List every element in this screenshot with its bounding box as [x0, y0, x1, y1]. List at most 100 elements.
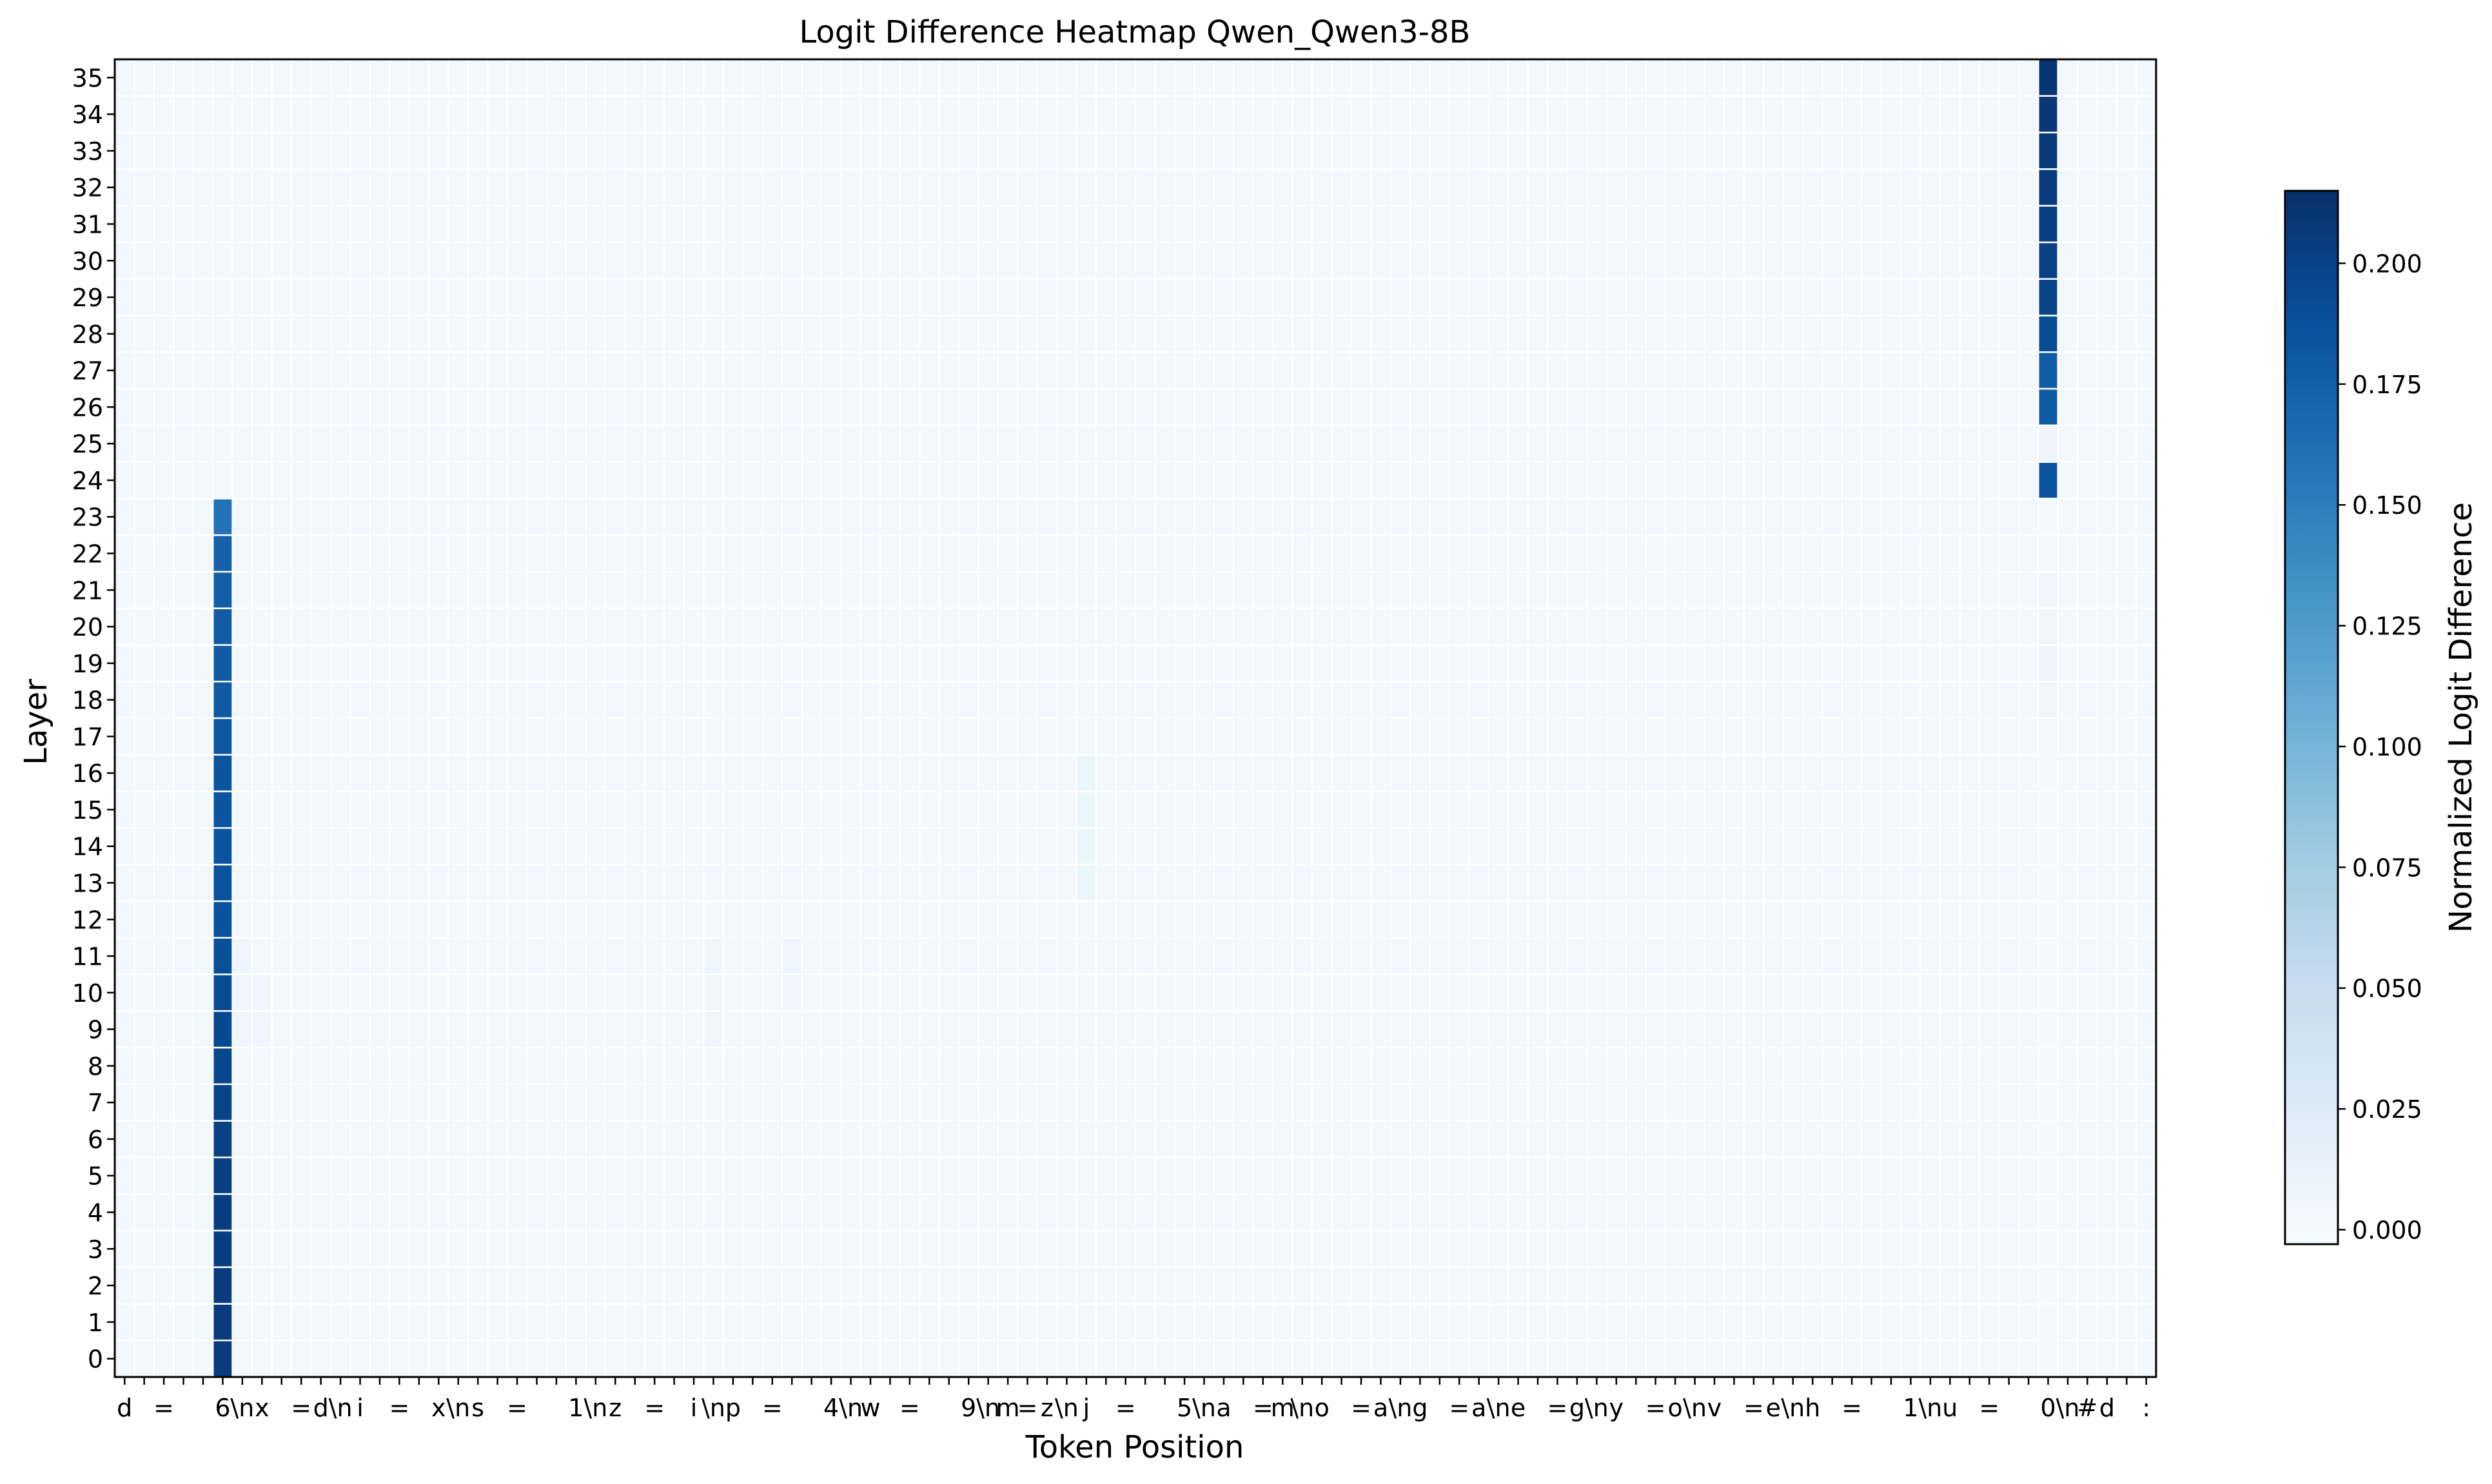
- heatmap-cell-pos92-layer22: [1919, 534, 1941, 573]
- heatmap-cell-pos47-layer25: [1036, 424, 1058, 463]
- heatmap-cell-pos78-layer9: [1645, 1010, 1667, 1049]
- heatmap-cell-pos85-layer8: [1782, 1046, 1804, 1086]
- heatmap-cell-pos79-layer1: [1664, 1303, 1686, 1342]
- heatmap-cell-pos57-layer9: [1232, 1010, 1254, 1049]
- heatmap-cell-pos100-layer27: [2076, 351, 2098, 390]
- heatmap-cell-pos40-layer22: [899, 534, 921, 573]
- heatmap-cell-pos56-layer11: [1213, 937, 1235, 975]
- heatmap-cell-pos0-layer13: [113, 863, 135, 903]
- heatmap-cell-pos39-layer19: [879, 644, 901, 683]
- heatmap-cell-pos59-layer12: [1271, 900, 1293, 939]
- heatmap-cell-pos10-layer32: [310, 168, 332, 207]
- heatmap-cell-pos31-layer33: [722, 132, 744, 170]
- heatmap-cell-pos55-layer30: [1193, 241, 1215, 280]
- heatmap-cell-pos67-layer1: [1429, 1303, 1451, 1342]
- heatmap-cell-pos54-layer24: [1173, 461, 1195, 500]
- heatmap-cell-pos24-layer34: [585, 95, 607, 133]
- heatmap-cell-pos82-layer22: [1723, 534, 1745, 573]
- heatmap-cell-pos96-layer18: [1998, 680, 2020, 719]
- heatmap-cell-pos27-layer17: [643, 717, 665, 756]
- heatmap-cell-pos64-layer19: [1370, 644, 1392, 683]
- heatmap-cell-pos103-layer13: [2135, 863, 2157, 903]
- heatmap-cell-pos40-layer35: [899, 58, 921, 97]
- heatmap-cell-pos76-layer9: [1605, 1010, 1627, 1049]
- colorbar-tick-label: 0.150: [2352, 491, 2422, 520]
- heatmap-cell-pos29-layer6: [683, 1120, 705, 1158]
- heatmap-cell-pos2-layer2: [153, 1266, 175, 1305]
- heatmap-cell-pos1-layer14: [133, 827, 155, 866]
- heatmap-cell-pos9-layer15: [290, 790, 312, 829]
- heatmap-cell-pos69-layer18: [1468, 680, 1490, 719]
- heatmap-cell-pos101-layer19: [2096, 644, 2118, 683]
- heatmap-cell-pos46-layer24: [1017, 461, 1039, 500]
- heatmap-cell-pos44-layer30: [977, 241, 999, 280]
- heatmap-cell-pos77-layer23: [1625, 498, 1647, 536]
- heatmap-cell-pos35-layer33: [801, 132, 823, 170]
- heatmap-cell-pos65-layer16: [1389, 754, 1411, 792]
- heatmap-cell-pos10-layer29: [310, 278, 332, 317]
- heatmap-cell-pos71-layer4: [1507, 1193, 1529, 1232]
- heatmap-cell-pos3-layer26: [173, 387, 195, 427]
- heatmap-cell-pos98-layer11: [2037, 937, 2059, 975]
- heatmap-cell-pos42-layer15: [938, 790, 960, 829]
- heatmap-cell-pos89-layer28: [1861, 315, 1883, 353]
- heatmap-cell-pos43-layer3: [957, 1229, 979, 1268]
- heatmap-cell-pos66-layer23: [1409, 498, 1431, 536]
- heatmap-cell-pos96-layer7: [1998, 1083, 2020, 1122]
- heatmap-cell-pos51-layer35: [1115, 58, 1137, 97]
- heatmap-cell-pos4-layer13: [192, 863, 214, 903]
- heatmap-cell-pos95-layer30: [1978, 241, 2000, 280]
- heatmap-cell-pos86-layer33: [1801, 132, 1823, 170]
- heatmap-cell-pos5-layer25: [211, 424, 233, 463]
- heatmap-cell-pos11-layer13: [329, 863, 351, 903]
- colorbar-tick-label: 0.000: [2352, 1216, 2422, 1245]
- heatmap-cell-pos102-layer5: [2115, 1157, 2137, 1195]
- heatmap-cell-pos35-layer29: [801, 278, 823, 317]
- heatmap-cell-pos81-layer1: [1703, 1303, 1725, 1342]
- heatmap-cell-pos2-layer31: [153, 204, 175, 244]
- heatmap-cell-pos56-layer16: [1213, 754, 1235, 792]
- heatmap-cell-pos54-layer17: [1173, 717, 1195, 756]
- heatmap-cell-pos58-layer21: [1252, 571, 1274, 609]
- heatmap-cell-pos56-layer22: [1213, 534, 1235, 573]
- heatmap-cell-pos90-layer1: [1880, 1303, 1902, 1342]
- heatmap-cell-pos28-layer30: [663, 241, 685, 280]
- y-tick-label: 12: [72, 906, 103, 934]
- heatmap-cell-pos95-layer4: [1978, 1193, 2000, 1232]
- heatmap-cell-pos32-layer34: [741, 95, 763, 133]
- x-tick-label: =: [762, 1394, 783, 1422]
- heatmap-cell-pos73-layer5: [1547, 1157, 1568, 1195]
- heatmap-cell-pos23-layer7: [565, 1083, 587, 1122]
- x-tick-label: \n: [1290, 1394, 1314, 1422]
- heatmap-cell-pos82-layer29: [1723, 278, 1745, 317]
- heatmap-cell-pos39-layer6: [879, 1120, 901, 1158]
- heatmap-cell-pos35-layer27: [801, 351, 823, 390]
- heatmap-cell-pos8-layer3: [271, 1229, 293, 1268]
- heatmap-cell-pos1-layer32: [133, 168, 155, 207]
- heatmap-cell-pos95-layer12: [1978, 900, 2000, 939]
- heatmap-cell-pos50-layer28: [1095, 315, 1117, 353]
- heatmap-cell-pos37-layer32: [840, 168, 862, 207]
- heatmap-cell-pos91-layer35: [1900, 58, 1921, 97]
- heatmap-cell-pos83-layer22: [1743, 534, 1765, 573]
- heatmap-cell-pos25-layer24: [604, 461, 626, 500]
- heatmap-cell-pos85-layer20: [1782, 607, 1804, 646]
- heatmap-cell-pos68-layer15: [1448, 790, 1470, 829]
- heatmap-cell-pos66-layer24: [1409, 461, 1431, 500]
- heatmap-cell-pos78-layer13: [1645, 863, 1667, 903]
- heatmap-cell-pos77-layer0: [1625, 1339, 1647, 1378]
- heatmap-cell-pos71-layer24: [1507, 461, 1529, 500]
- heatmap-cell-pos38-layer23: [859, 498, 881, 536]
- heatmap-cell-pos55-layer6: [1193, 1120, 1215, 1158]
- heatmap-cell-pos17-layer21: [447, 571, 469, 609]
- heatmap-cell-pos7-layer35: [251, 58, 273, 97]
- heatmap-cell-pos50-layer3: [1095, 1229, 1117, 1268]
- heatmap-cell-pos42-layer20: [938, 607, 960, 646]
- heatmap-cell-pos45-layer20: [997, 607, 1019, 646]
- heatmap-cell-pos34-layer11: [781, 937, 803, 975]
- heatmap-cell-pos15-layer25: [408, 424, 430, 463]
- heatmap-cell-pos10-layer3: [310, 1229, 332, 1268]
- heatmap-cell-pos82-layer16: [1723, 754, 1745, 792]
- heatmap-cell-pos58-layer35: [1252, 58, 1274, 97]
- heatmap-cell-pos64-layer9: [1370, 1010, 1392, 1049]
